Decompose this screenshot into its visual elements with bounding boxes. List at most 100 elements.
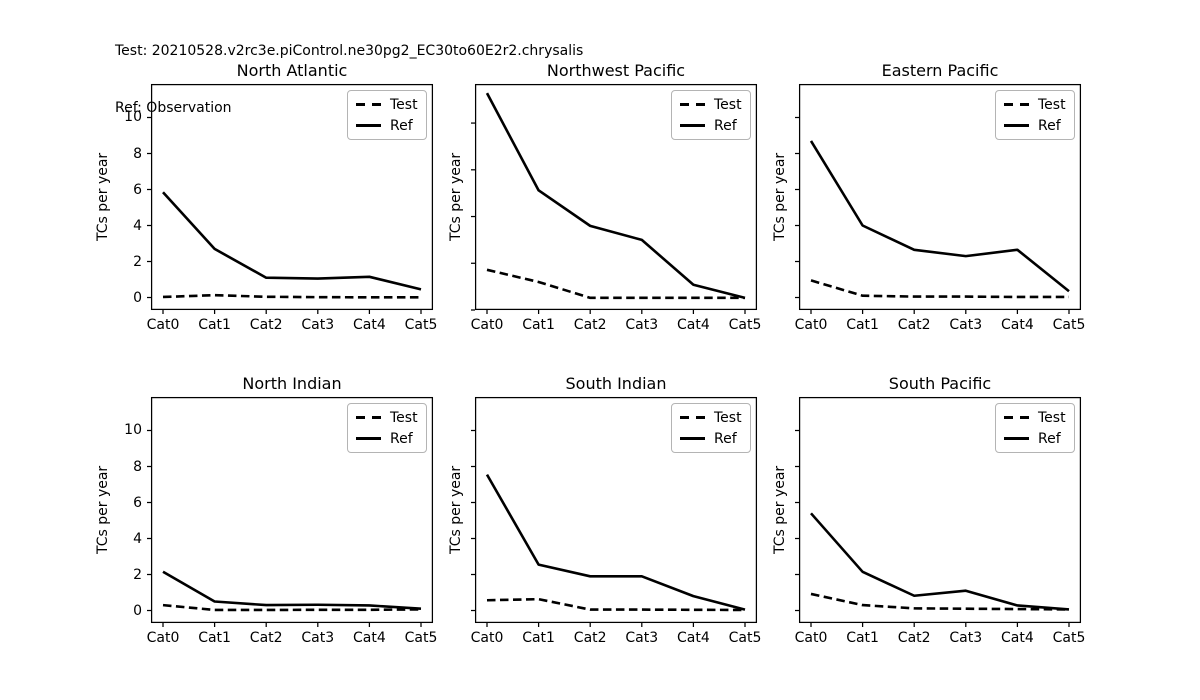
- test-line: [162, 603, 422, 612]
- legend-test-row: Test: [680, 96, 742, 113]
- legend-test-label: Test: [1038, 96, 1066, 113]
- x-tick-label: Cat4: [353, 317, 386, 333]
- legend-ref-row: Ref: [1004, 117, 1066, 134]
- ref-line-swatch: [680, 437, 705, 440]
- legend-ref-label: Ref: [390, 117, 413, 134]
- y-tick-label: 8: [133, 458, 142, 475]
- x-tick-label: Cat4: [1001, 630, 1034, 646]
- chart-northwest-pacific: Northwest Pacific TCs per year Test Ref …: [448, 61, 761, 333]
- x-tick-label: Cat0: [470, 630, 504, 646]
- test-line-swatch: [680, 416, 705, 419]
- y-tick-label: 2: [133, 253, 142, 270]
- x-tick-label: Cat0: [146, 317, 180, 333]
- legend-test-label: Test: [714, 409, 742, 426]
- y-axis-label: TCs per year: [772, 465, 788, 555]
- x-tick-label: Cat1: [846, 317, 879, 333]
- plot-area: [147, 83, 434, 314]
- suptitle-ref: Ref: Observation: [115, 100, 232, 116]
- legend-ref-label: Ref: [714, 430, 737, 447]
- chart-title: North Indian: [242, 374, 342, 393]
- x-tick-label: Cat2: [573, 630, 607, 646]
- legend: Test Ref: [671, 403, 751, 453]
- x-tick-label: Cat5: [404, 630, 438, 646]
- x-tick-label: Cat4: [677, 317, 710, 333]
- plot-area: [471, 83, 758, 314]
- x-tick-label: Cat1: [846, 630, 879, 646]
- x-tick-label: Cat1: [198, 630, 231, 646]
- ref-line: [810, 512, 1070, 611]
- test-line: [810, 592, 1070, 611]
- suptitle-test: Test: 20210528.v2rc3e.piControl.ne30pg2_…: [115, 43, 584, 59]
- x-tick-label: Cat2: [897, 630, 931, 646]
- test-line-swatch: [356, 416, 381, 419]
- legend-ref-label: Ref: [1038, 117, 1061, 134]
- ref-line-swatch: [1004, 124, 1029, 127]
- legend-test-row: Test: [680, 409, 742, 426]
- chart-title: South Indian: [565, 374, 667, 393]
- chart-north-atlantic: North Atlantic TCs per year Test Ref 0 2 4…: [95, 61, 437, 333]
- ref-line: [809, 140, 1070, 293]
- test-line: [486, 268, 745, 300]
- legend-ref-row: Ref: [680, 117, 742, 134]
- chart-title: Northwest Pacific: [546, 61, 686, 80]
- y-tick-label: 4: [133, 530, 142, 547]
- y-axis-label: TCs per year: [448, 152, 464, 242]
- y-axis-label: TCs per year: [448, 465, 464, 555]
- ref-line: [162, 191, 422, 291]
- y-tick-label: 10: [124, 422, 142, 439]
- legend-ref-label: Ref: [714, 117, 737, 134]
- plot-area: [471, 396, 758, 627]
- y-tick-label: 8: [133, 145, 142, 162]
- legend-ref-row: Ref: [680, 430, 742, 447]
- legend-test-row: Test: [356, 409, 418, 426]
- legend-test-row: Test: [1004, 96, 1066, 113]
- chart-eastern-pacific: Eastern Pacific TCs per year Test Ref Ca…: [772, 61, 1085, 333]
- y-tick-label: 6: [133, 494, 142, 511]
- ref-line-swatch: [1004, 437, 1029, 440]
- ref-line-swatch: [356, 437, 381, 440]
- x-tick-label: Cat5: [404, 317, 438, 333]
- chart-title: North Atlantic: [236, 61, 348, 80]
- test-line-swatch: [356, 103, 381, 106]
- chart-south-pacific: South Pacific TCs per year Test Ref Cat0…: [772, 374, 1085, 646]
- x-tick-label: Cat2: [249, 317, 283, 333]
- x-tick-label: Cat1: [522, 317, 555, 333]
- legend-ref-row: Ref: [356, 117, 418, 134]
- legend: Test Ref: [671, 90, 751, 140]
- y-tick-label: 0: [133, 602, 142, 619]
- legend: Test Ref: [995, 403, 1075, 453]
- legend-ref-label: Ref: [1038, 430, 1061, 447]
- x-tick-label: Cat4: [353, 630, 386, 646]
- test-line-swatch: [680, 103, 705, 106]
- x-tick-label: Cat5: [1052, 317, 1086, 333]
- chart-title: Eastern Pacific: [881, 61, 999, 80]
- y-axis-label: TCs per year: [95, 152, 111, 242]
- legend: Test Ref: [995, 90, 1075, 140]
- legend-test-label: Test: [714, 96, 742, 113]
- x-tick-label: Cat1: [198, 317, 231, 333]
- legend-test-label: Test: [390, 409, 418, 426]
- x-tick-label: Cat1: [522, 630, 555, 646]
- x-tick-label: Cat5: [728, 317, 762, 333]
- y-axis-label: TCs per year: [772, 152, 788, 242]
- x-tick-label: Cat0: [794, 317, 828, 333]
- x-tick-label: Cat5: [728, 630, 762, 646]
- x-tick-label: Cat3: [301, 317, 335, 333]
- ref-line-swatch: [680, 124, 705, 127]
- legend-ref-row: Ref: [356, 431, 418, 447]
- chart-title: South Pacific: [888, 374, 992, 393]
- y-tick-label: 10: [124, 109, 142, 126]
- plot-area: [147, 396, 434, 627]
- legend-test-row: Test: [1004, 410, 1066, 426]
- plot-area: [795, 396, 1082, 627]
- test-line: [486, 597, 746, 612]
- chart-south-indian: South Indian TCs per year Test Ref Cat0 C…: [448, 374, 761, 646]
- legend-ref-row: Ref: [1004, 430, 1066, 447]
- x-tick-label: Cat2: [897, 317, 931, 333]
- x-tick-label: Cat2: [249, 630, 283, 646]
- x-tick-label: Cat3: [625, 317, 659, 333]
- legend: Test Ref: [347, 403, 427, 453]
- test-line: [162, 293, 421, 299]
- y-tick-label: 6: [133, 181, 142, 198]
